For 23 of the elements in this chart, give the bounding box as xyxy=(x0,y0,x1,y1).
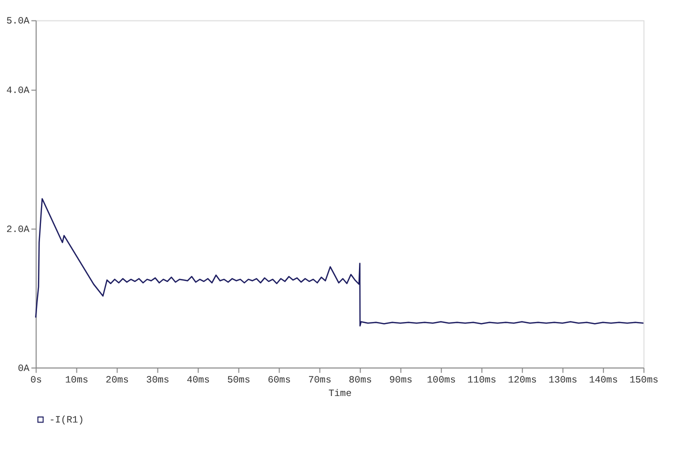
x-tick-label: 150ms xyxy=(629,374,658,386)
y-tick-label: 2.0A xyxy=(6,224,30,236)
y-tick-label: 5.0A xyxy=(6,16,30,27)
x-tick-label: 140ms xyxy=(588,374,618,386)
x-tick-label: 130ms xyxy=(548,374,578,386)
x-tick-label: 20ms xyxy=(106,374,129,386)
x-tick-label: 30ms xyxy=(146,374,170,386)
x-tick-label: 90ms xyxy=(389,374,412,386)
legend-label: -I(R1) xyxy=(49,414,84,426)
y-tick-label: 0A xyxy=(18,362,30,374)
y-tick-label: 4.0A xyxy=(6,85,30,96)
x-tick-label: 60ms xyxy=(268,374,291,386)
x-axis-title: Time xyxy=(328,388,352,400)
x-tick-label: 110ms xyxy=(467,374,496,386)
x-tick-label: 0s xyxy=(30,374,42,386)
x-tick-label: 40ms xyxy=(186,374,210,386)
x-tick-label: 80ms xyxy=(348,374,372,386)
x-tick-label: 10ms xyxy=(65,374,88,386)
x-tick-label: 70ms xyxy=(308,374,332,386)
x-tick-label: 100ms xyxy=(426,374,456,386)
x-tick-label: 120ms xyxy=(508,374,537,386)
x-tick-label: 50ms xyxy=(227,374,250,386)
line-series xyxy=(35,198,644,326)
